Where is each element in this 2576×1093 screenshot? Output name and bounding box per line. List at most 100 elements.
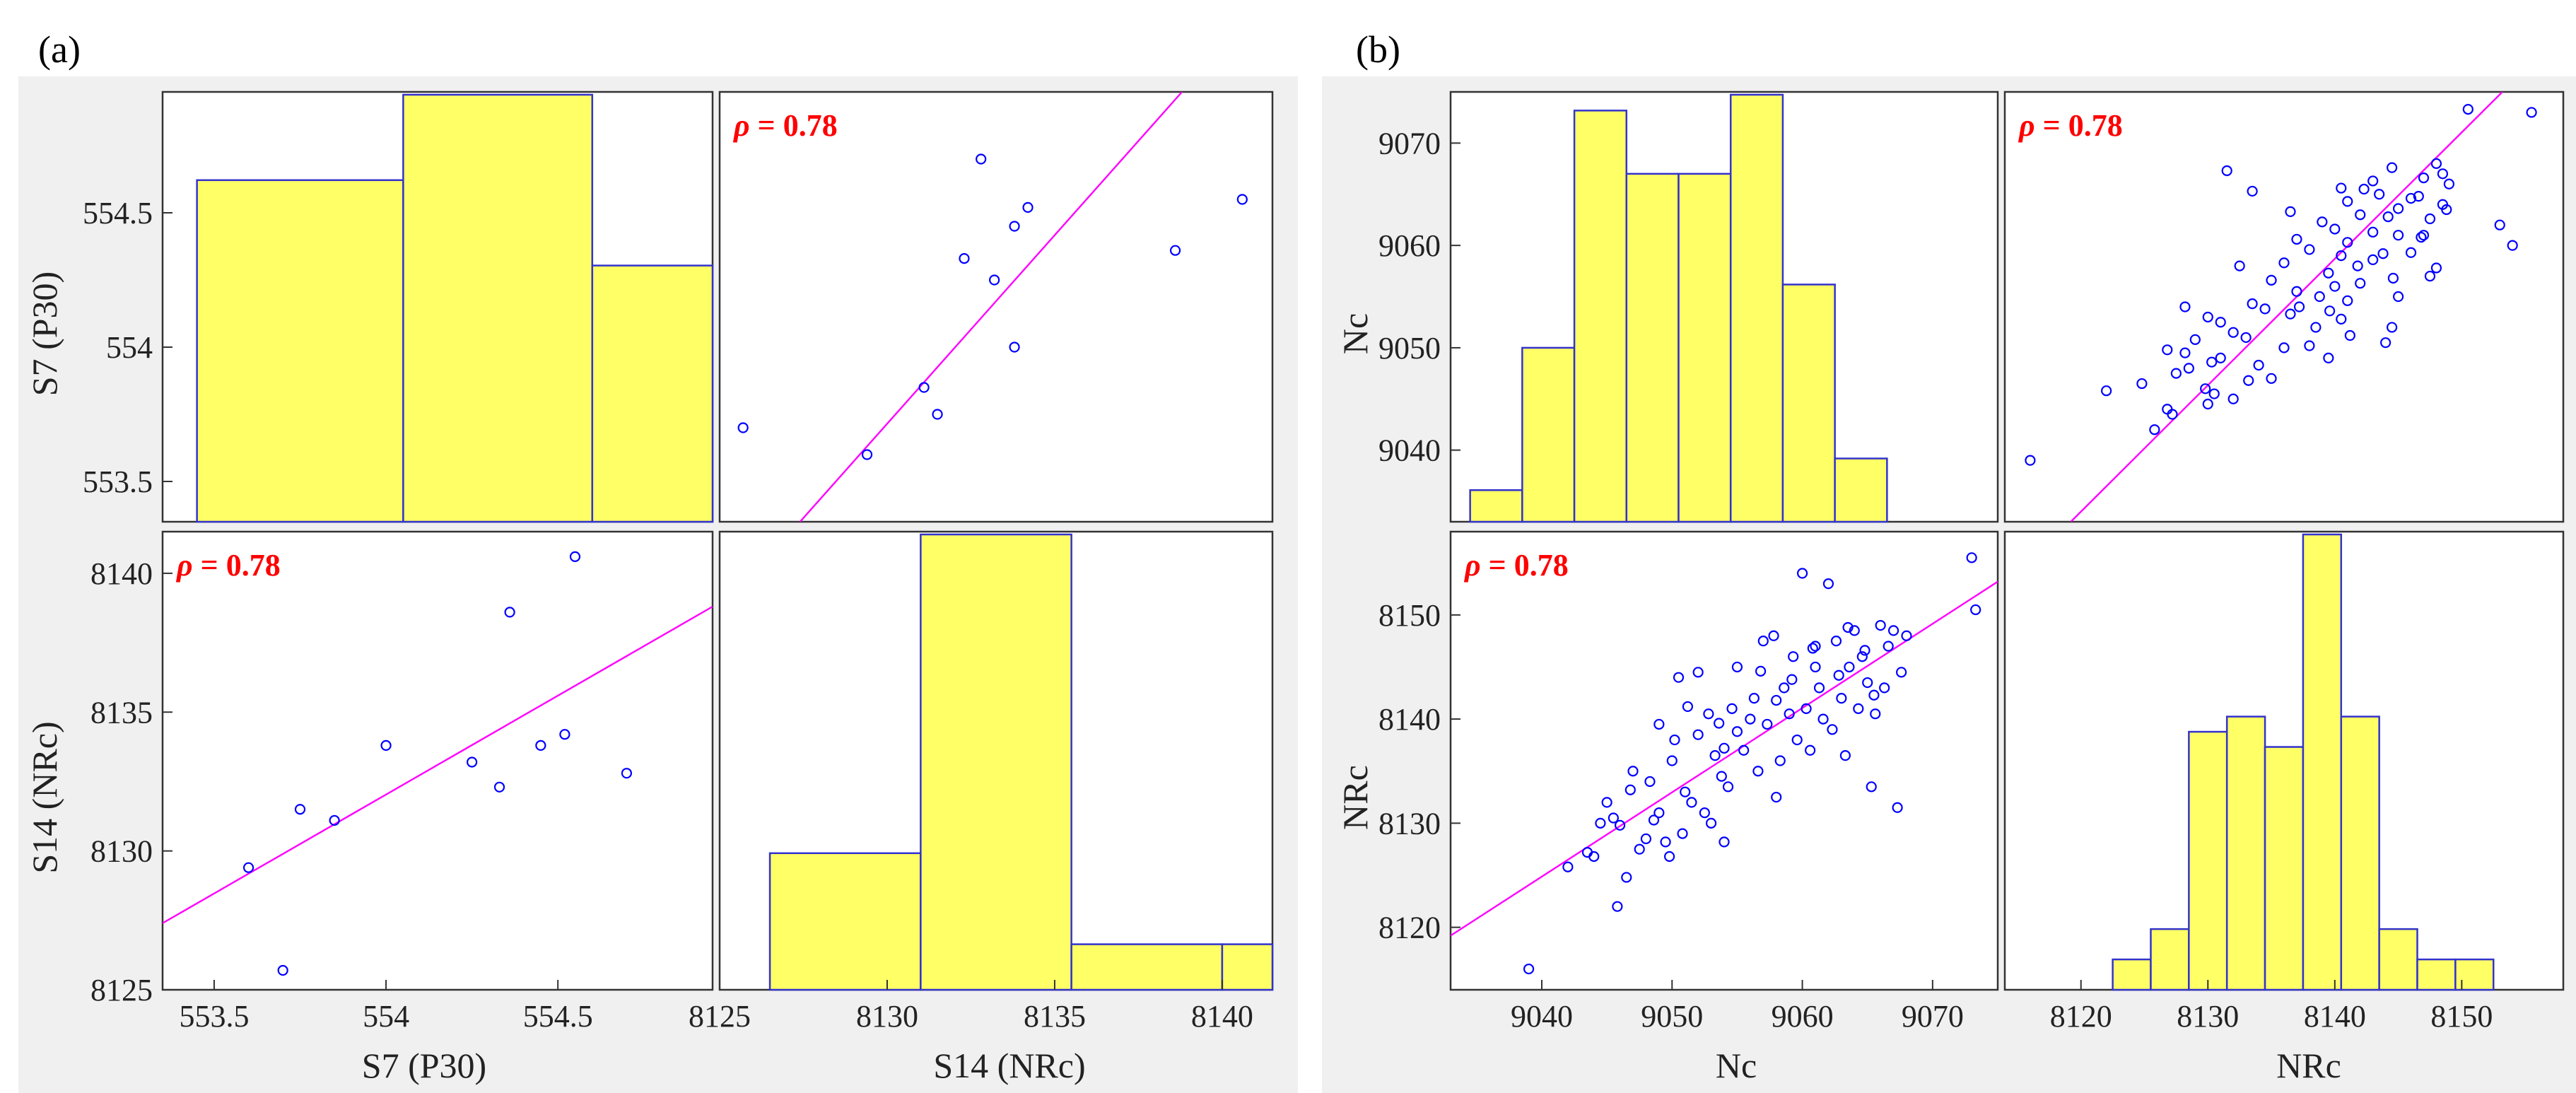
panel-b-ylabel-row1: Nc bbox=[1335, 313, 1375, 354]
panel-b-cell-2-1-point-89 bbox=[1807, 643, 1818, 654]
panel-b-cell-1-2-point-56 bbox=[2355, 209, 2366, 221]
panel-b-cell-2-2-hist-bar-3 bbox=[2188, 730, 2228, 991]
panel-b-cell-1-2-point-64 bbox=[2336, 182, 2347, 194]
panel-b-cell-2-1-point-80 bbox=[1624, 784, 1636, 795]
panel-b-cell-1-2-point-70 bbox=[2387, 162, 2398, 173]
panel-b-cell-2-1-point-14 bbox=[1644, 776, 1656, 788]
panel-b-cell-2-1-point-38 bbox=[1757, 636, 1769, 647]
panel-b-cell-2-1-point-46 bbox=[1791, 734, 1803, 746]
panel-a-cell-1-2-rho-label: ρ = 0.78 bbox=[732, 108, 838, 143]
panel-b-cell-1-2-point-77 bbox=[2234, 260, 2245, 271]
panel-b-ytick-label-row1-1: 9040 bbox=[1378, 433, 1441, 468]
panel-b-cell-2-1-point-50 bbox=[1810, 661, 1821, 673]
panel-b-xtick-label-col1-2: 9050 bbox=[1641, 999, 1703, 1034]
panel-b-cell-1-2-point-68 bbox=[2437, 168, 2449, 180]
panel-b-cell-2-1-point-18 bbox=[1666, 755, 1678, 766]
panel-b-cell-2-1-point-28 bbox=[1709, 750, 1721, 761]
panel-b-cell-1-2-point-67 bbox=[2418, 173, 2430, 184]
panel-b-cell-2-1-point-88 bbox=[1755, 665, 1767, 677]
panel-b-cell-1-2-point-32 bbox=[2342, 295, 2353, 306]
panel-b-cell-2-1-point-77 bbox=[1771, 791, 1782, 803]
panel-b-cell-1-2-point-17 bbox=[2162, 344, 2173, 356]
panel-b-cell-1-2-point-81 bbox=[2344, 329, 2355, 341]
panel-b-cell-2-1-point-27 bbox=[1705, 817, 1717, 829]
panel-b-cell-1-2-point-46 bbox=[2304, 244, 2315, 255]
panel-a-xtick-label-col2-1: 8125 bbox=[689, 999, 751, 1034]
panel-label-a: (a) bbox=[38, 28, 81, 71]
panel-b-cell-2-1-point-33 bbox=[1731, 661, 1743, 673]
panel-a-cell-2-2-hist-bar-4 bbox=[1221, 943, 1274, 991]
panel-a-xtick-label-col1-2: 554 bbox=[363, 999, 409, 1034]
panel-b-xlabel-col2: NRc bbox=[2276, 1046, 2341, 1085]
panel-b-cell-2-1-point-22 bbox=[1680, 786, 1691, 797]
panel-b-cell-1-2-point-86 bbox=[2206, 356, 2218, 368]
panel-b-cell-2-1-point-1 bbox=[1523, 963, 1535, 975]
panel-b-cell-2-1-point-67 bbox=[1883, 641, 1894, 652]
panel-b-xlabel-col1: Nc bbox=[1716, 1046, 1757, 1085]
panel-b-cell-1-2-point-57 bbox=[2285, 206, 2296, 217]
panel-b-cell-1-1-hist-bar-8 bbox=[1834, 457, 1888, 523]
panel-b-cell-1-2-point-38 bbox=[2424, 270, 2436, 282]
panel-b-cell-2-1-point-17 bbox=[1664, 851, 1675, 863]
panel-a-cell-1-1-hist-bar-1 bbox=[196, 179, 404, 523]
panel-b-cell-2-1-point-16 bbox=[1660, 836, 1671, 848]
panel-b-cell-2-1-point-26 bbox=[1703, 708, 1714, 720]
panel-b-cell-2-1-point-23 bbox=[1686, 797, 1697, 808]
panel-b-cell-1-2-point-33 bbox=[2392, 291, 2404, 303]
panel-b-cell-2-1-point-19 bbox=[1669, 734, 1680, 746]
panel-b-cell-1-2-point-15 bbox=[2215, 352, 2226, 363]
panel-b-cell-2-1-point-68 bbox=[1887, 625, 1899, 636]
panel-a-cell-2-1-point-9 bbox=[535, 740, 546, 752]
panel-a-cell-1-2-frame bbox=[718, 90, 1274, 523]
panel-b-cell-2-2-hist-bar-7 bbox=[2340, 715, 2380, 991]
panel-b-cell-1-2-point-43 bbox=[2367, 254, 2379, 266]
panel-b-cell-1-2-point-7 bbox=[2208, 388, 2220, 399]
panel-b-cell-2-1-point-51 bbox=[1813, 682, 1825, 694]
panel-b-cell-2-1-point-81 bbox=[1682, 701, 1693, 713]
panel-b-cell-2-1-point-57 bbox=[1839, 750, 1851, 761]
panel-b-cell-1-2-point-48 bbox=[2342, 237, 2353, 248]
panel-b-cell-2-2-hist-bar-4 bbox=[2225, 715, 2266, 991]
panel-a-xtick-label-col1-3: 554.5 bbox=[523, 999, 593, 1034]
panel-b-xtick-label-col1-3: 9060 bbox=[1772, 999, 1834, 1034]
panel-b-cell-1-2-point-19 bbox=[2304, 340, 2315, 351]
panel-b-cell-1-2-point-29 bbox=[2259, 303, 2271, 315]
panel-a-xtick-label-col2-3: 8135 bbox=[1024, 999, 1086, 1034]
panel-b-cell-1-1-hist-bar-5 bbox=[1678, 173, 1732, 523]
panel-b-cell-2-1-point-9 bbox=[1614, 819, 1626, 831]
panel-b-cell-2-1-point-74 bbox=[1653, 718, 1665, 730]
panel-b-cell-2-1-point-82 bbox=[1719, 742, 1730, 754]
panel-b-cell-1-2-point-2 bbox=[2149, 424, 2160, 436]
panel-b-cell-2-1-point-56 bbox=[1836, 693, 1847, 704]
panel-a-cell-2-1-point-1 bbox=[242, 862, 254, 873]
panel-a-xtick-label-col2-2: 8130 bbox=[856, 999, 918, 1034]
panel-a-cell-1-1-hist-bar-2 bbox=[402, 93, 594, 523]
panel-b-cell-1-2-point-39 bbox=[2323, 267, 2334, 279]
panel-b-ytick-label-row1-4: 9070 bbox=[1378, 126, 1441, 160]
panel-b-cell-2-1-point-90 bbox=[1859, 645, 1870, 656]
panel-b-cell-1-2-point-6 bbox=[2227, 393, 2239, 404]
panel-a-cell-1-2-point-11 bbox=[1236, 194, 1248, 205]
panel-b-cell-1-2-point-9 bbox=[2200, 383, 2211, 394]
panel-b-cell-1-2-point-66 bbox=[2367, 175, 2379, 187]
panel-b-cell-2-1-point-53 bbox=[1822, 578, 1834, 590]
panel-b-cell-2-1-point-30 bbox=[1719, 836, 1730, 848]
panel-a-xtick-label-col1-1: 553.5 bbox=[179, 999, 249, 1034]
panel-b-cell-2-2-hist-bar-5 bbox=[2264, 746, 2305, 991]
panel-b-cell-2-1-point-20 bbox=[1673, 672, 1685, 683]
panel-a-ylabel-row2: S14 (NRc) bbox=[25, 721, 64, 873]
panel-a-cell-2-1-point-4 bbox=[329, 814, 340, 826]
panel-b-cell-1-2-rho-label: ρ = 0.78 bbox=[2018, 108, 2123, 143]
panel-b-cell-2-1-point-40 bbox=[1768, 630, 1779, 641]
panel-b-cell-1-2-point-36 bbox=[2355, 278, 2366, 289]
panel-b-cell-1-2-point-76 bbox=[2314, 291, 2325, 303]
panel-a-cell-2-1-point-3 bbox=[294, 804, 306, 815]
panel-b-cell-2-1-point-61 bbox=[1856, 651, 1868, 662]
panel-b-cell-1-2-point-83 bbox=[2377, 248, 2389, 259]
panel-b-cell-2-1-point-78 bbox=[1810, 641, 1821, 652]
panel-b-cell-1-2-point-40 bbox=[2430, 262, 2442, 274]
panel-b-cell-2-1-point-71 bbox=[1901, 630, 1912, 641]
panel-b-cell-1-2-point-18 bbox=[2278, 342, 2290, 353]
panel-b-cell-2-1-point-34 bbox=[1738, 744, 1750, 756]
panel-b-ytick-label-row2-3: 8140 bbox=[1378, 702, 1441, 737]
